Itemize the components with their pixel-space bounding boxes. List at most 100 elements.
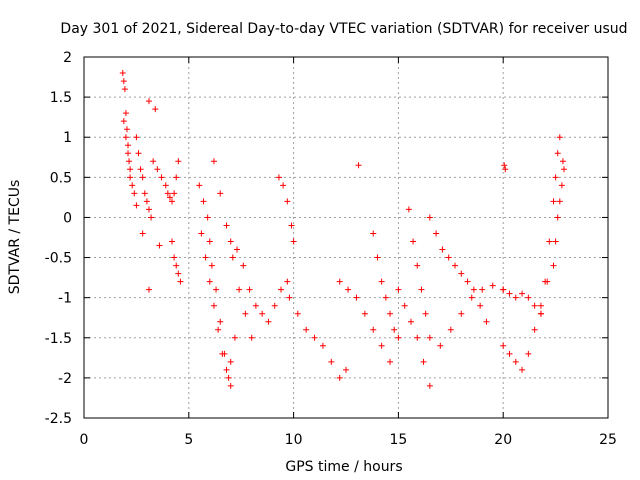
data-point (550, 198, 557, 205)
data-point (378, 342, 385, 349)
data-point (284, 198, 291, 205)
data-point (126, 158, 133, 165)
data-point (355, 162, 362, 169)
data-point (152, 106, 159, 113)
data-point (391, 326, 398, 333)
data-point (206, 238, 213, 245)
data-point (127, 166, 134, 173)
data-point (127, 174, 134, 181)
data-point (219, 350, 226, 357)
data-point (519, 366, 526, 373)
data-point (525, 350, 532, 357)
data-point (227, 382, 234, 389)
data-point (387, 310, 394, 317)
data-point (407, 318, 414, 325)
data-point (171, 254, 178, 261)
data-point (225, 374, 232, 381)
series-arc-r (500, 278, 551, 373)
data-point (552, 174, 559, 181)
series-arc-a (119, 70, 134, 181)
series-outliers-early (139, 98, 163, 293)
y-tick-label: -0.5 (45, 251, 72, 267)
data-point (370, 326, 377, 333)
data-point (414, 262, 421, 269)
data-point (231, 334, 238, 341)
data-point (229, 254, 236, 261)
data-point (519, 290, 526, 297)
series-arc-d (150, 158, 182, 205)
data-point (145, 98, 152, 105)
data-point (458, 270, 465, 277)
data-point (143, 198, 150, 205)
data-point (217, 318, 224, 325)
data-point (150, 158, 157, 165)
data-point (215, 326, 222, 333)
data-point (252, 302, 259, 309)
data-point (286, 294, 293, 301)
data-point (206, 278, 213, 285)
data-point (278, 286, 285, 293)
data-point (198, 230, 205, 237)
data-point (169, 198, 176, 205)
data-point (353, 294, 360, 301)
series-arc-s (500, 286, 544, 317)
data-point (145, 206, 152, 213)
y-tick-label: 1.5 (50, 90, 72, 106)
data-point (410, 238, 417, 245)
series-arc-i (210, 158, 255, 341)
data-point (531, 326, 538, 333)
data-point (336, 374, 343, 381)
y-axis-label: SDTVAR / TECUs (7, 180, 23, 295)
data-point (122, 110, 129, 117)
x-tick-label: 15 (389, 432, 407, 448)
series-arc-p (426, 214, 490, 325)
series-outliers-late (355, 158, 566, 173)
data-point (275, 174, 282, 181)
data-point (135, 150, 142, 157)
data-point (328, 358, 335, 365)
data-point (173, 262, 180, 269)
series-arc-g (198, 230, 234, 389)
data-point (227, 238, 234, 245)
data-point (271, 302, 278, 309)
data-point (200, 198, 207, 205)
data-point (139, 174, 146, 181)
data-point (468, 294, 475, 301)
series-arc-n (395, 286, 433, 389)
data-point (361, 310, 368, 317)
x-tick-label: 20 (494, 432, 512, 448)
data-point (137, 166, 144, 173)
data-point (506, 350, 513, 357)
data-point (537, 310, 544, 317)
series-arc-f (196, 182, 238, 381)
data-point (148, 214, 155, 221)
data-point (418, 286, 425, 293)
data-point (280, 182, 287, 189)
data-point (217, 190, 224, 197)
data-point (554, 214, 561, 221)
data-point (531, 302, 538, 309)
data-point (470, 286, 477, 293)
data-point (558, 182, 565, 189)
data-point (500, 286, 507, 293)
y-tick-label: 0 (63, 210, 72, 226)
data-point (546, 238, 553, 245)
data-point (175, 270, 182, 277)
data-point (154, 166, 161, 173)
data-point (426, 382, 433, 389)
series-arc-b (120, 118, 140, 209)
data-point (145, 286, 152, 293)
data-point (133, 134, 140, 141)
data-point (445, 254, 452, 261)
data-point (506, 290, 513, 297)
series-arc-t (537, 134, 563, 317)
data-point (560, 166, 567, 173)
data-point (537, 302, 544, 309)
series-arc-c (133, 134, 155, 221)
data-point (512, 358, 519, 365)
data-point (240, 262, 247, 269)
data-point (464, 278, 471, 285)
series-arc-j (275, 174, 297, 245)
x-tick-label: 5 (184, 432, 193, 448)
